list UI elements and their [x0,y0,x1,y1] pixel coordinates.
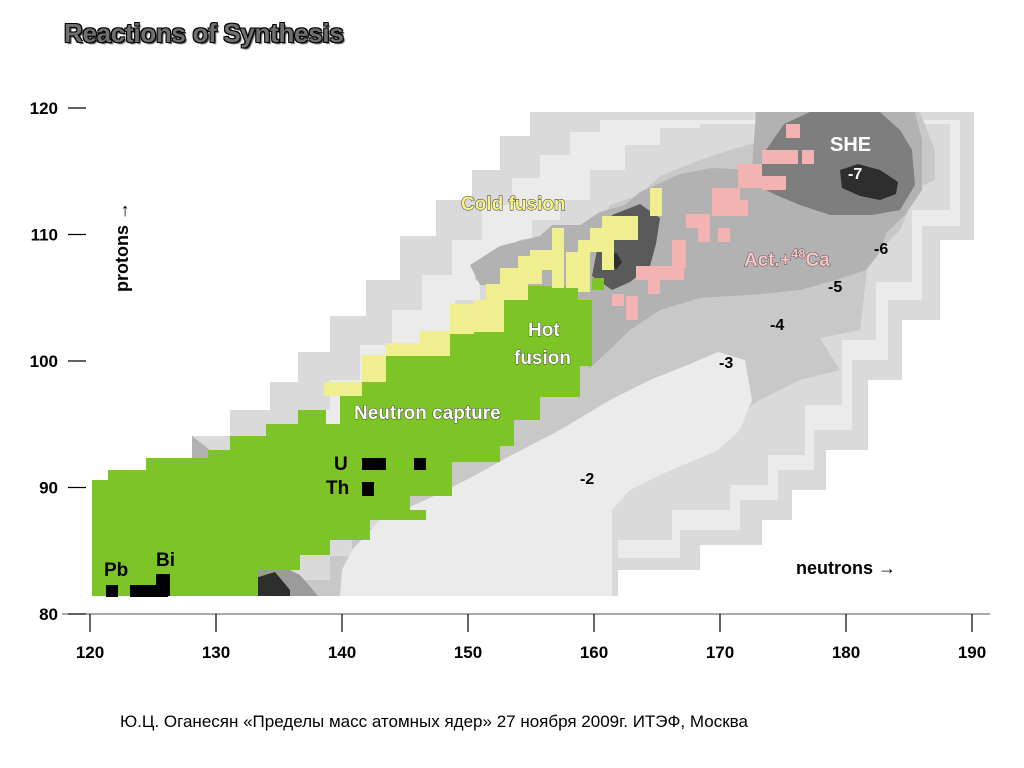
x-axis-title: neutrons → [796,558,896,578]
y-tick-label: 90 [39,479,58,498]
cold-fusion-cell [566,264,578,288]
element-block [106,585,118,597]
cold-fusion-cell [386,343,450,356]
cold-fusion-cell [602,216,614,270]
element-block [414,458,426,470]
neutron-capture-cell [410,510,426,520]
cold-fusion-cell [362,355,386,368]
contour-label: -2 [580,471,594,488]
element-block [362,482,374,496]
contour-band [840,164,898,200]
element-block [156,574,170,596]
act-ca-cell [672,240,686,268]
cold-fusion-cell [420,331,450,343]
y-tick-label: 110 [31,226,58,245]
act-ca-cell [612,294,624,306]
x-tick-label: 130 [202,643,230,662]
cold-fusion-cell [450,304,474,334]
cold-fusion-region [324,188,662,396]
cold-fusion-cell [500,268,522,282]
contour-band [340,352,752,596]
element-label: U [334,454,348,475]
act-ca-cell [636,266,660,280]
act-ca-cell [762,176,786,190]
contour-band [250,572,290,596]
cold-fusion-cell [650,188,662,216]
cold-fusion-cell [324,382,362,396]
act-ca-cell [698,228,710,242]
act-ca-cell [686,214,710,228]
cold-fusion-cell [614,216,626,240]
slide-title: Reactions of Synthesis [64,18,344,48]
x-tick-label: 170 [706,643,734,662]
contour-label: -3 [719,355,733,372]
act-ca-region [612,124,814,320]
y-tick-label: 100 [30,352,58,371]
contour-label: -7 [848,166,862,183]
act-ca-cell [648,280,660,294]
element-label: Th [326,478,349,499]
region-labels: Cold fusion Hot fusion Neutron capture SHE Ac… [104,134,888,581]
x-tick-label: 190 [958,643,986,662]
act-ca-cell [718,228,730,242]
neutron-capture-label: Neutron capture [354,403,501,424]
neutron-capture-cell [592,278,604,290]
element-label: Pb [104,560,128,581]
y-tick-label: 120 [30,99,58,118]
hot-fusion-label: fusion [514,348,571,369]
contour-label: -6 [874,241,888,258]
contour-label: -4 [770,317,784,334]
act-ca-cell [786,124,800,138]
cold-fusion-cell [486,284,528,300]
cold-fusion-cell [530,250,552,266]
act-ca-cell [626,296,638,320]
neutron-capture-region [92,278,604,596]
element-markers [106,458,426,597]
act-ca-cell [738,164,762,188]
element-label: Bi [156,550,175,571]
x-tick-label: 140 [328,643,356,662]
cold-fusion-cell [626,216,638,240]
x-tick-label: 150 [454,643,482,662]
act-ca-cell [712,188,740,202]
x-tick-label: 180 [832,643,860,662]
act-ca-cell [712,200,748,216]
she-label: SHE [830,134,871,156]
cold-fusion-cell [552,228,564,288]
act-ca-cell [762,150,798,164]
contour-label: -5 [828,279,842,296]
x-tick-label: 120 [76,643,104,662]
act-ca-label: Act.+48Ca [744,246,830,271]
act-ca-cell [660,266,684,280]
hot-fusion-label: Hot [528,320,560,341]
element-block [362,458,386,470]
cold-fusion-label: Cold fusion [461,194,565,215]
y-tick-label: 80 [39,605,58,624]
axes: 120 130 140 150 160 170 180 190 80 90 100 110 120 neu… [30,99,990,662]
cold-fusion-cell [578,240,590,292]
cold-fusion-cell [474,300,504,332]
y-axis-title: protons → [112,202,132,292]
x-tick-label: 160 [580,643,608,662]
cold-fusion-cell [362,368,386,382]
neutron-capture-cell [92,286,592,596]
footer-citation: Ю.Ц. Оганесян «Пределы масс атомных ядер… [120,712,748,731]
act-ca-cell [802,150,814,164]
